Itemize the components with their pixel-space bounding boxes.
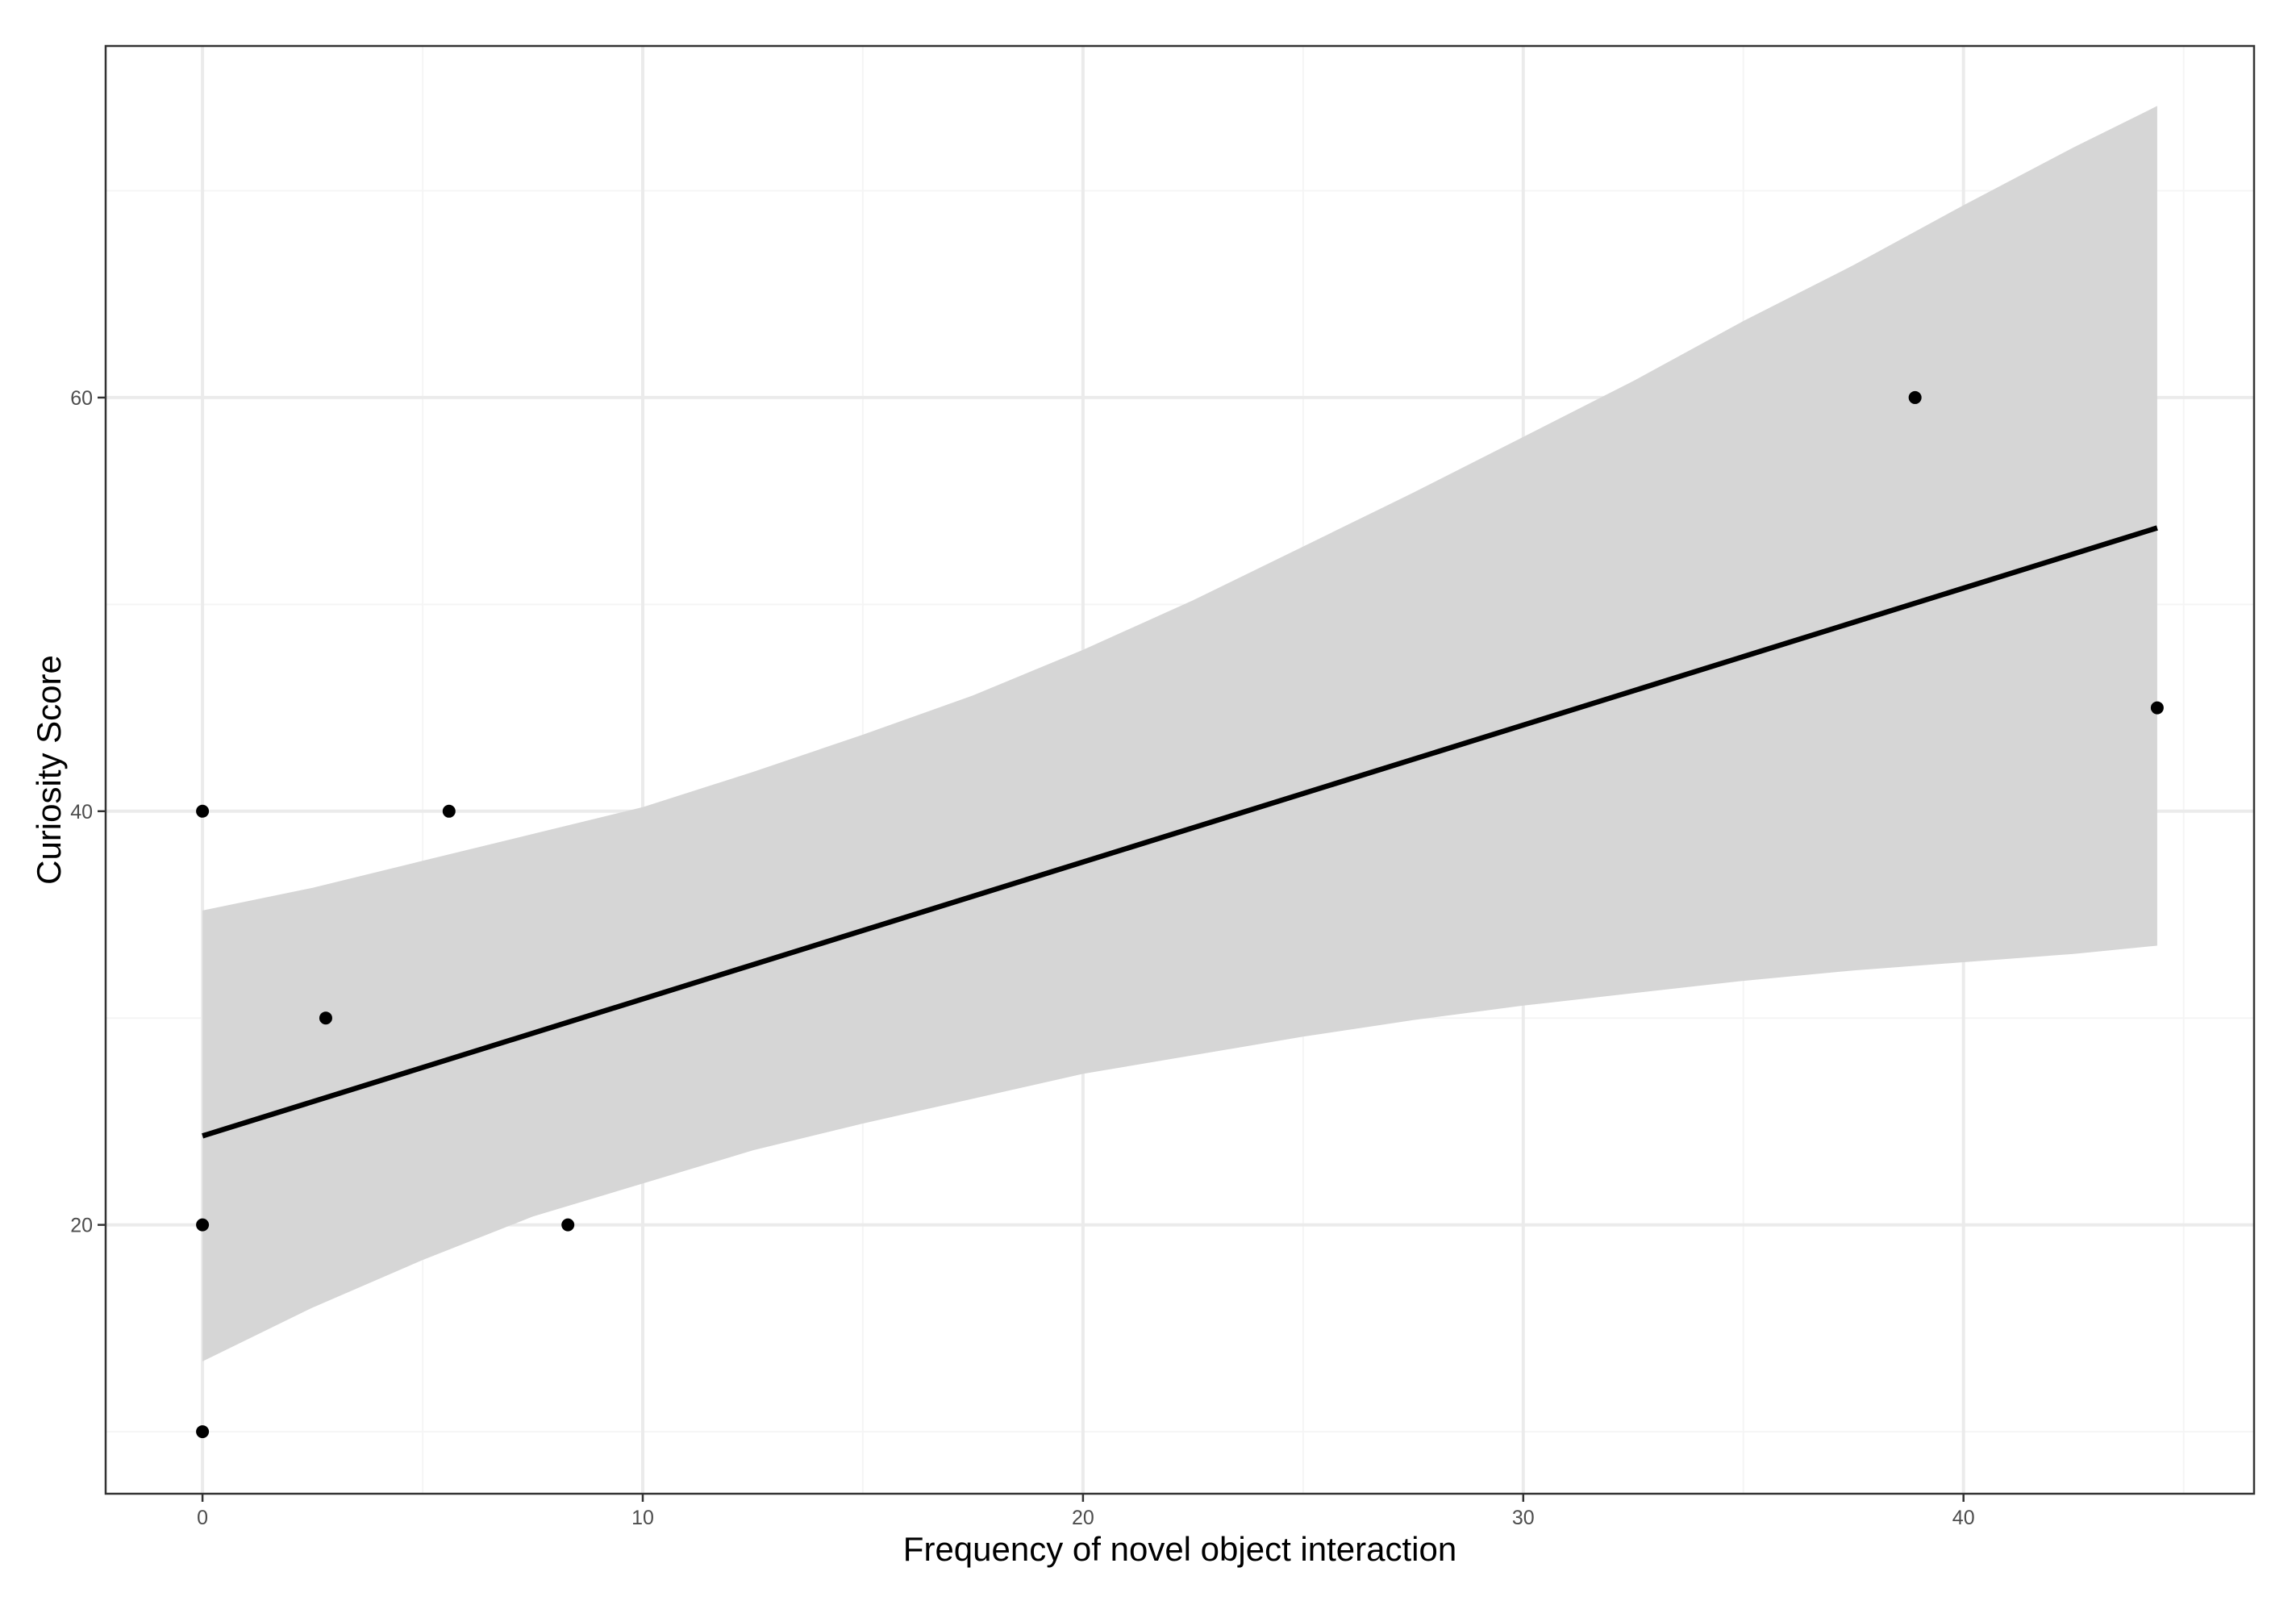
x-tick-label: 40 bbox=[1952, 1507, 1975, 1529]
regression-line bbox=[202, 525, 2158, 1139]
x-tick-label: 20 bbox=[1072, 1507, 1094, 1529]
confidence-band-group bbox=[202, 106, 2157, 1361]
grid-lines bbox=[106, 46, 2254, 1494]
data-point bbox=[196, 1218, 210, 1232]
data-point bbox=[561, 1218, 575, 1232]
confidence-band bbox=[202, 106, 2157, 1361]
data-point bbox=[196, 804, 210, 818]
data-point bbox=[196, 1425, 210, 1439]
x-tick-label: 30 bbox=[1512, 1507, 1535, 1529]
y-tick-label: 60 bbox=[70, 387, 93, 410]
x-axis: 0 10 20 30 40 bbox=[197, 1494, 1975, 1529]
fit-line-group bbox=[202, 525, 2158, 1139]
x-tick-label: 0 bbox=[197, 1507, 208, 1529]
y-tick-label: 40 bbox=[70, 801, 93, 823]
data-point bbox=[2150, 701, 2164, 715]
y-axis-title: Curiosity Score bbox=[30, 655, 68, 885]
x-tick-label: 10 bbox=[631, 1507, 654, 1529]
y-axis: 20 40 60 bbox=[70, 387, 106, 1237]
data-point bbox=[319, 1011, 332, 1025]
data-point bbox=[1908, 390, 1922, 404]
data-point bbox=[442, 804, 456, 818]
y-tick-label: 20 bbox=[70, 1215, 93, 1237]
data-points bbox=[196, 390, 2164, 1439]
panel-border bbox=[104, 44, 2256, 1495]
x-axis-title: Frequency of novel object interaction bbox=[903, 1530, 1456, 1568]
